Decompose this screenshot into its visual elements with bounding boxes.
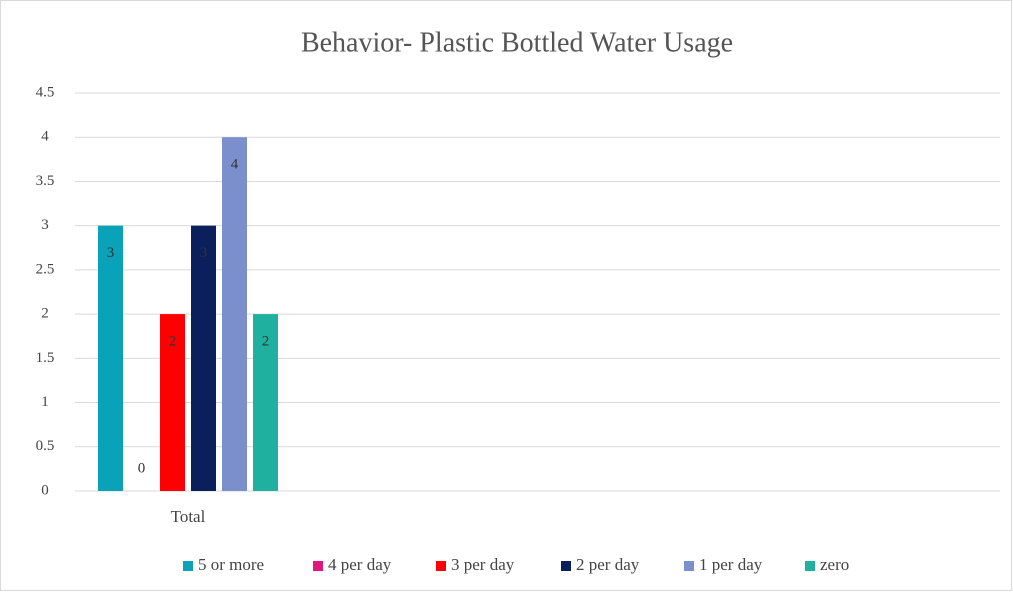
y-tick-label: 2.5 [36, 261, 55, 277]
legend-swatch [436, 561, 446, 571]
y-tick-label: 4 [41, 129, 49, 145]
y-tick-label: 1.5 [36, 350, 55, 366]
y-tick-label: 2 [41, 306, 49, 322]
bar [98, 225, 123, 491]
legend-label: 4 per day [328, 555, 392, 574]
data-label: 2 [262, 334, 270, 350]
chart-title: Behavior- Plastic Bottled Water Usage [301, 27, 733, 58]
y-tick-label: 1 [41, 394, 49, 410]
y-tick-label: 4.5 [36, 84, 55, 100]
data-label: 0 [138, 460, 146, 476]
bar [253, 314, 278, 491]
legend-label: 5 or more [198, 555, 264, 574]
legend-swatch [313, 561, 323, 571]
data-label: 3 [200, 245, 208, 261]
legend-label: zero [820, 555, 849, 574]
legend-label: 2 per day [576, 555, 640, 574]
legend-swatch [561, 561, 571, 571]
data-label: 4 [231, 157, 239, 173]
legend-swatch [684, 561, 694, 571]
bar [160, 314, 185, 491]
data-label: 2 [169, 334, 177, 350]
y-tick-label: 0 [41, 482, 49, 498]
bar [222, 137, 247, 491]
legend-swatch [805, 561, 815, 571]
y-tick-label: 3 [41, 217, 49, 233]
data-label: 3 [107, 245, 115, 261]
legend-swatch [183, 561, 193, 571]
y-tick-label: 0.5 [36, 438, 55, 454]
legend-label: 1 per day [699, 555, 763, 574]
y-tick-label: 3.5 [36, 173, 55, 189]
x-tick-label: Total [171, 507, 206, 526]
legend-label: 3 per day [451, 555, 515, 574]
bar [191, 225, 216, 491]
